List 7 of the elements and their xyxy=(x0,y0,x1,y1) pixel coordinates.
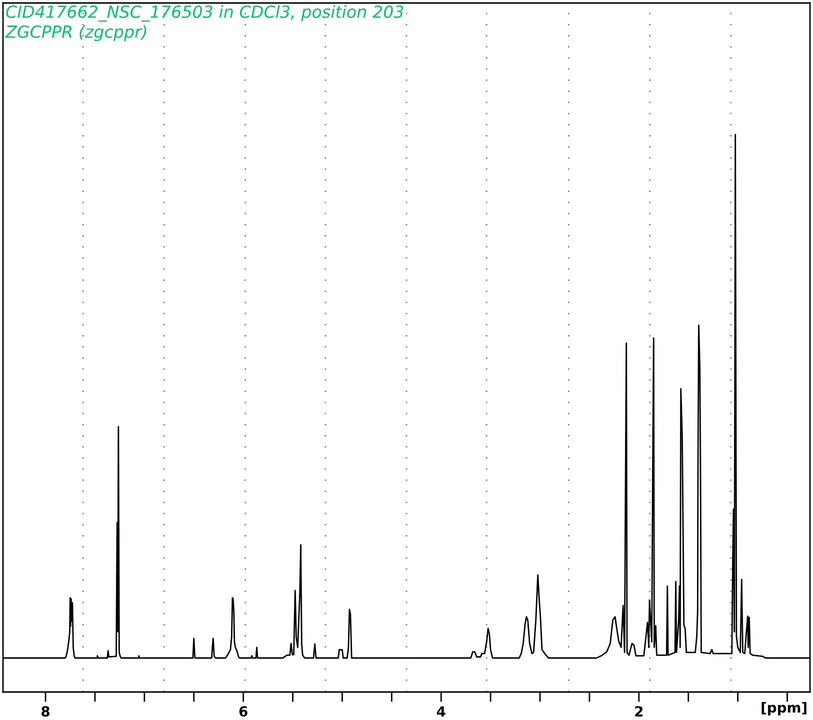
x-tick-label: 6 xyxy=(239,706,248,717)
x-axis-title: [ppm] xyxy=(762,702,806,716)
chart-title: CID417662_NSC_176503 in CDCl3, position 203 xyxy=(6,5,404,22)
x-tick-label: 4 xyxy=(436,706,446,716)
x-tick-label: 8 xyxy=(42,706,50,717)
x-tick-label: 2 xyxy=(635,706,643,716)
chart-subtitle: ZGCPPR (zgcppr) xyxy=(5,25,146,42)
